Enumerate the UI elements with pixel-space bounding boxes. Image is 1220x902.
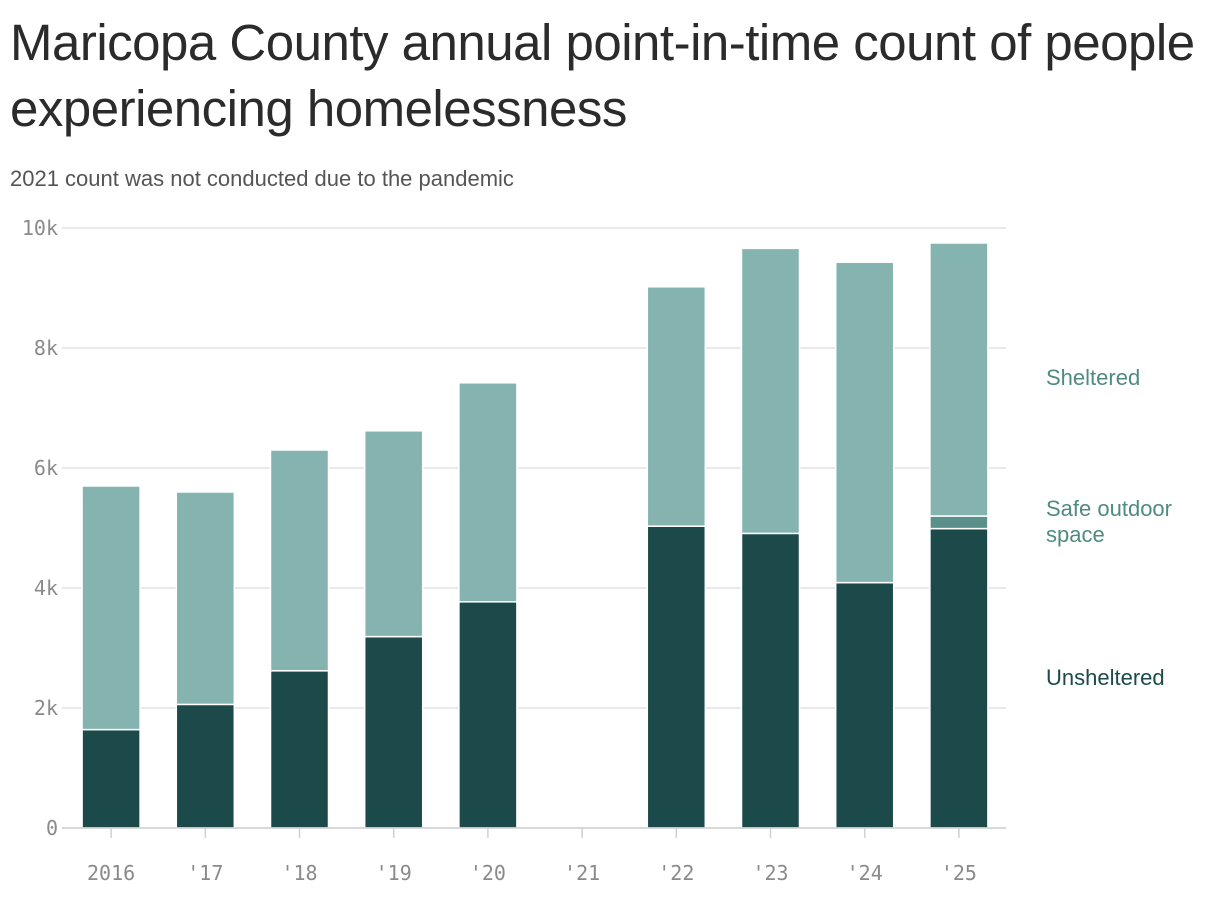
bar-segment-unsheltered: [740, 532, 801, 829]
y-tick-label: 6k: [34, 456, 58, 480]
bar-segment-unsheltered: [834, 581, 895, 829]
bar-segment-sheltered: [740, 247, 801, 535]
y-tick-label: 4k: [34, 576, 58, 600]
bar-segment-sheltered: [646, 286, 707, 527]
chart-subtitle: 2021 count was not conducted due to the …: [10, 166, 514, 191]
x-tick-label: '25: [941, 861, 977, 885]
bar-segment-unsheltered: [929, 527, 989, 829]
x-tick-label: '23: [752, 861, 788, 885]
bar-segment-sheltered: [269, 449, 330, 672]
legend-label-unsheltered: Unsheltered: [1046, 665, 1165, 690]
x-tick-label: '20: [470, 861, 506, 885]
bar-segment-sheltered: [81, 485, 141, 731]
bar-segment-sheltered: [363, 430, 424, 638]
bar-segment-unsheltered: [458, 601, 518, 829]
bar-segment-unsheltered: [646, 525, 707, 829]
bar-segment-sheltered: [929, 242, 989, 517]
x-tick-label: '24: [847, 861, 883, 885]
bars: [81, 242, 989, 829]
bar-segment-unsheltered: [81, 728, 141, 829]
legend-label-safe-outdoor-space: Safe outdoor space: [1046, 496, 1172, 547]
x-tick-label: '17: [187, 861, 223, 885]
y-axis-ticks: 0 2k 4k 6k 8k 10k: [22, 216, 58, 840]
x-tick-label: '19: [376, 861, 412, 885]
bar-segment-safe-outdoor-space: [929, 515, 989, 530]
bar-segment-sheltered: [175, 491, 236, 706]
x-tick-label: '22: [658, 861, 694, 885]
bar-segment-unsheltered: [269, 670, 330, 829]
bar-segment-sheltered: [458, 382, 518, 603]
bar-segment-unsheltered: [175, 703, 236, 829]
bar-segment-unsheltered: [363, 635, 424, 829]
y-tick-label: 8k: [34, 336, 58, 360]
chart-title: Maricopa County annual point-in-time cou…: [10, 14, 1195, 137]
y-tick-label: 10k: [22, 216, 58, 240]
y-tick-label: 0: [46, 816, 58, 840]
legend-label-sheltered: Sheltered: [1046, 365, 1140, 390]
bar-segment-sheltered: [834, 261, 895, 584]
x-tick-label: '21: [564, 861, 600, 885]
y-tick-label: 2k: [34, 696, 58, 720]
x-tick-label: '18: [281, 861, 317, 885]
x-tick-label: 2016: [87, 861, 135, 885]
x-axis-ticks: 2016 '17 '18 '19 '20 '21 '22 '23 '24 '25: [87, 828, 977, 885]
legend: Sheltered Safe outdoor space Unsheltered: [1046, 365, 1172, 690]
